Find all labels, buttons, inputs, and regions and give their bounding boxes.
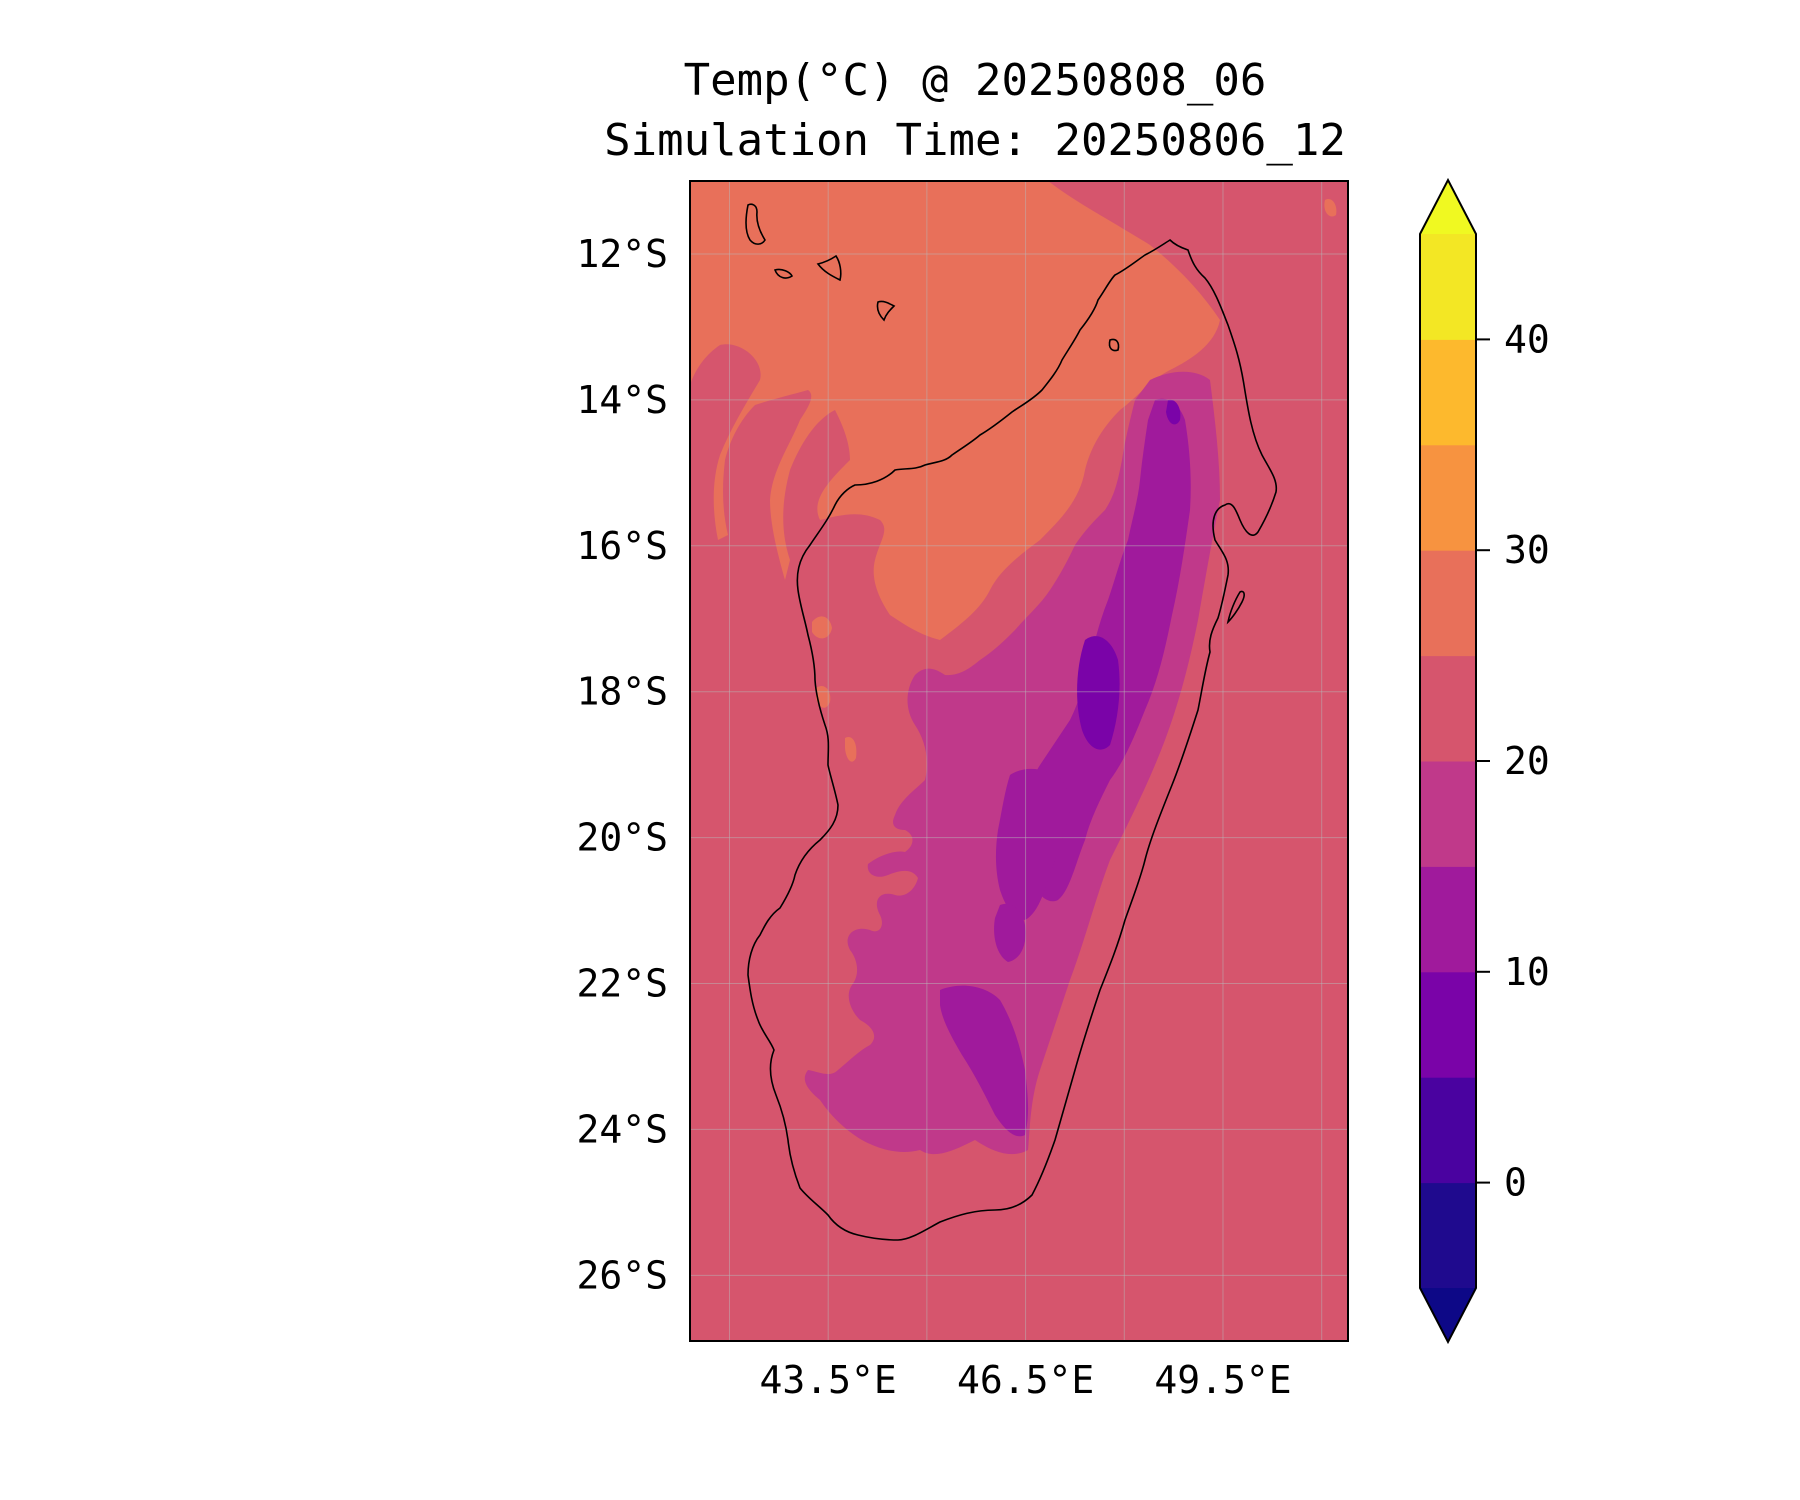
x-axis: 43.5°E 46.5°E 49.5°E [760, 1358, 1292, 1402]
colorbar: 0 10 20 30 40 [1419, 177, 1550, 1345]
y-tick-label: 20°S [576, 816, 668, 860]
colorbar-segment [1420, 444, 1476, 551]
contour-5-10-northeast [1166, 399, 1181, 425]
colorbar-tick-label: 20 [1504, 739, 1550, 783]
contour-25-30-ne-patch [1324, 199, 1337, 217]
contour-25-30-north [690, 181, 1220, 640]
colorbar-tick-label: 0 [1504, 1161, 1527, 1205]
contour-25-30-west-patch-3 [845, 736, 857, 762]
colorbar-segment [1420, 339, 1476, 446]
contour-10-15-south [940, 985, 1029, 1137]
map-frame [689, 180, 1349, 1342]
contour-15-20-highlands [804, 371, 1220, 1155]
y-tick-label: 24°S [576, 1107, 668, 1151]
colorbar-tick-label: 40 [1504, 317, 1550, 361]
colorbar-outline [1419, 177, 1477, 1345]
colorbar-segment [1420, 971, 1476, 1078]
coastline-nosy-be [1108, 338, 1120, 352]
y-axis: 12°S 14°S 16°S 18°S 20°S 22°S 24°S 26°S [576, 232, 668, 1297]
colorbar-tick-label: 30 [1504, 528, 1550, 572]
colorbar-under-triangle [1420, 1288, 1476, 1342]
x-tick-label: 43.5°E [760, 1358, 897, 1402]
coastline-sainte-marie [1226, 590, 1245, 625]
x-tick-label: 49.5°E [1154, 1358, 1291, 1402]
coastline-grande-comore [745, 203, 766, 245]
y-tick-label: 26°S [576, 1253, 668, 1297]
map-subtitle: Simulation Time: 20250806_12 [604, 115, 1346, 166]
colorbar-segment [1420, 655, 1476, 762]
contour-25-30-west-patch-1 [812, 616, 832, 639]
contour-5-10-north [1077, 636, 1120, 750]
y-tick-label: 16°S [576, 524, 668, 568]
y-tick-label: 22°S [576, 962, 668, 1006]
y-tick-label: 14°S [576, 378, 668, 422]
colorbar-segment [1420, 550, 1476, 657]
coastline-mayotte [876, 300, 896, 322]
colorbar-segment [1420, 1182, 1476, 1289]
colorbar-segment [1420, 761, 1476, 867]
colorbar-over-triangle [1420, 180, 1476, 234]
map-title: Temp(°C) @ 20250808_06 [684, 55, 1267, 106]
colorbar-tick-label: 10 [1504, 950, 1550, 994]
contour-10-15-mid [994, 903, 1026, 962]
colorbar-segment [1420, 866, 1476, 973]
y-tick-label: 12°S [576, 232, 668, 276]
colorbar-segment [1420, 234, 1476, 340]
y-tick-label: 18°S [576, 670, 668, 714]
coastline-anjouan [816, 254, 842, 282]
x-tick-label: 46.5°E [957, 1358, 1094, 1402]
coastline-moheli [773, 268, 794, 279]
colorbar-segment [1420, 1077, 1476, 1184]
map-panel [690, 181, 1348, 1341]
contour-10-15-central [995, 768, 1070, 920]
coastline-madagascar [747, 238, 1278, 1241]
